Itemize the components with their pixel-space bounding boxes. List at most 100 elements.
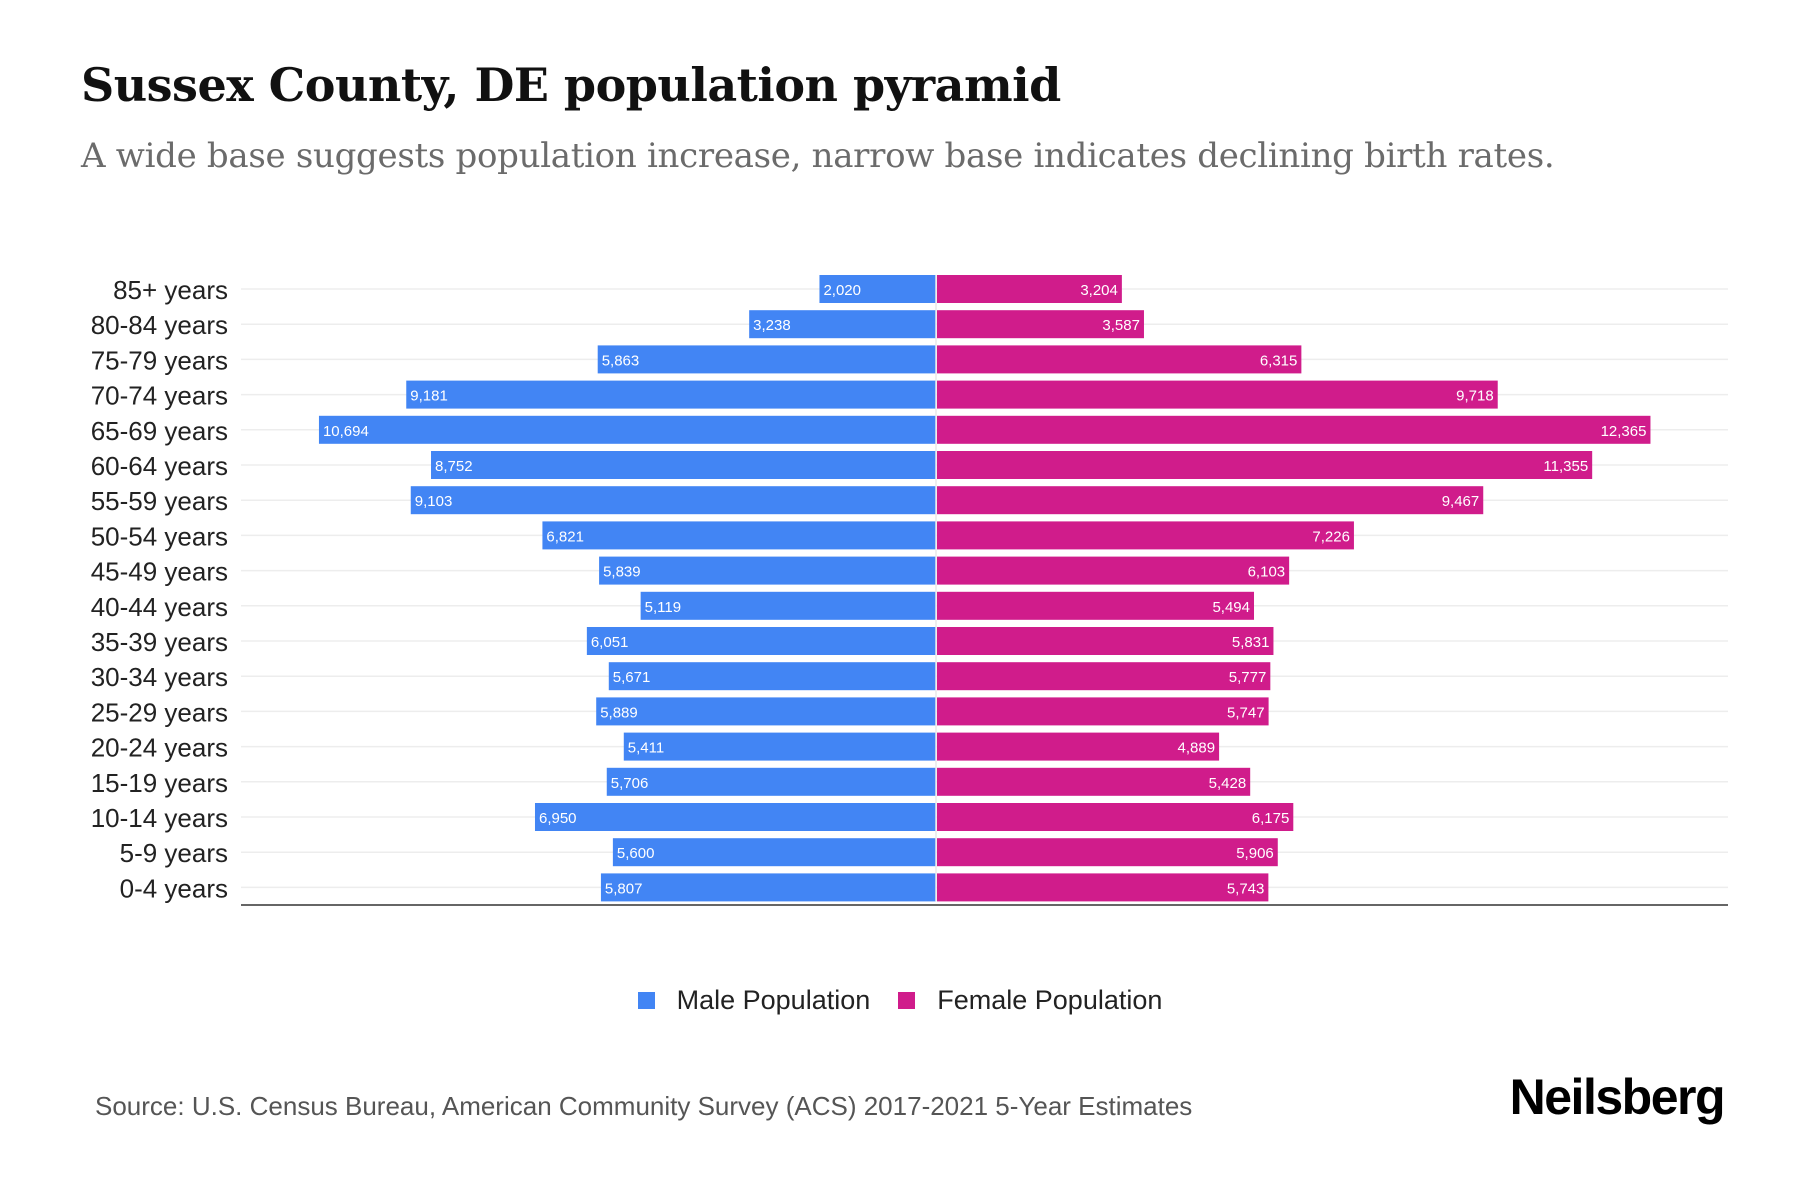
male-bar[interactable] [586,627,936,655]
male-bar[interactable] [819,275,936,303]
male-data-label: 5,807 [605,880,643,897]
male-bar[interactable] [596,697,936,726]
female-bar[interactable] [937,415,1651,444]
female-data-label: 12,365 [1601,423,1647,440]
male-bar[interactable] [597,345,936,374]
female-data-label: 9,718 [1456,388,1494,405]
male-bar[interactable] [431,451,936,479]
female-bar[interactable] [937,697,1269,726]
y-tick-label: 50-54 years [91,521,228,551]
y-tick-label: 60-64 years [91,451,228,481]
male-data-label: 3,238 [753,317,791,334]
y-tick-label: 55-59 years [91,486,228,516]
male-data-label: 5,411 [628,740,664,757]
male-bar[interactable] [406,380,936,409]
male-bar[interactable] [534,803,936,831]
y-tick-label: 65-69 years [91,416,228,446]
female-data-label: 4,889 [1178,740,1216,757]
legend: Male Population Female Population [0,985,1800,1016]
female-bar[interactable] [937,662,1271,691]
male-data-label: 10,694 [323,423,369,440]
female-bar[interactable] [937,275,1122,303]
female-bar[interactable] [937,380,1498,409]
male-bar[interactable] [410,486,936,515]
female-data-label: 6,103 [1248,564,1286,581]
female-data-label: 7,226 [1312,528,1350,545]
female-data-label: 5,831 [1232,634,1270,651]
female-bar[interactable] [937,767,1251,796]
male-bar[interactable] [599,556,936,585]
male-bar[interactable] [623,732,936,761]
y-tick-label: 30-34 years [91,662,228,692]
male-data-label: 5,600 [617,845,655,862]
female-bar[interactable] [937,803,1294,831]
female-bar[interactable] [937,486,1484,515]
male-bar[interactable] [749,310,936,339]
female-bar[interactable] [937,732,1220,761]
male-data-label: 6,051 [591,634,629,651]
y-tick-label: 0-4 years [120,873,228,903]
male-bar[interactable] [640,591,936,620]
source-note: Source: U.S. Census Bureau, American Com… [95,1091,1193,1121]
female-data-label: 5,428 [1209,775,1247,792]
y-tick-label: 20-24 years [91,733,228,763]
y-tick-label: 10-14 years [91,803,228,833]
female-data-label: 5,777 [1229,669,1267,686]
male-data-label: 6,821 [546,528,584,545]
male-data-label: 6,950 [539,810,577,827]
female-bar[interactable] [937,838,1278,867]
male-bar[interactable] [606,767,936,796]
female-bar[interactable] [937,451,1593,479]
y-tick-label: 15-19 years [91,768,228,798]
chart-subtitle: A wide base suggests population increase… [81,136,1555,176]
y-tick-label: 80-84 years [91,310,228,340]
legend-item-male[interactable]: Male Population [637,985,871,1016]
y-tick-label: 45-49 years [91,557,228,587]
female-bar[interactable] [937,521,1354,550]
female-bar[interactable] [937,591,1255,620]
male-data-label: 2,020 [823,282,861,299]
y-tick-label: 70-74 years [91,381,228,411]
female-data-label: 6,315 [1260,352,1298,369]
y-tick-label: 5-9 years [120,838,228,868]
female-data-label: 9,467 [1442,493,1480,510]
male-data-label: 9,181 [410,388,448,405]
female-bar[interactable] [937,627,1274,655]
female-data-label: 3,204 [1080,282,1118,299]
female-bar[interactable] [937,345,1302,374]
legend-swatch-female [898,992,916,1009]
male-data-label: 5,671 [613,669,651,686]
legend-label-male: Male Population [676,985,871,1015]
y-tick-label: 75-79 years [91,345,228,375]
male-bar[interactable] [608,662,936,691]
legend-swatch-male [637,992,655,1009]
y-tick-label: 40-44 years [91,592,228,622]
neilsberg-logo[interactable]: Neilsberg [1509,1069,1726,1125]
population-pyramid-chart: 85+ years 2,020 3,204 80-84 years 3,238 3,587… [91,275,1728,906]
female-data-label: 5,743 [1227,880,1265,897]
legend-item-female[interactable]: Female Population [898,985,1162,1016]
male-bar[interactable] [318,415,937,444]
male-bar[interactable] [542,521,936,550]
y-tick-label: 25-29 years [91,697,228,727]
female-data-label: 5,747 [1227,704,1265,721]
female-data-label: 5,906 [1236,845,1274,862]
male-data-label: 9,103 [415,493,453,510]
male-data-label: 5,706 [611,775,649,792]
female-data-label: 11,355 [1543,458,1588,475]
female-data-label: 6,175 [1252,810,1290,827]
male-data-label: 8,752 [435,458,473,475]
female-bar[interactable] [937,873,1269,902]
y-tick-label: 85+ years [113,275,228,305]
female-data-label: 5,494 [1212,599,1250,616]
female-bar[interactable] [937,310,1144,339]
male-data-label: 5,119 [645,599,681,616]
chart-title: Sussex County, DE population pyramid [81,58,1061,112]
male-data-label: 5,863 [602,352,640,369]
female-data-label: 3,587 [1102,317,1140,334]
y-tick-label: 35-39 years [91,627,228,657]
female-bar[interactable] [937,556,1290,585]
male-bar[interactable] [612,838,936,867]
legend-label-female: Female Population [937,985,1163,1015]
male-bar[interactable] [600,873,936,902]
